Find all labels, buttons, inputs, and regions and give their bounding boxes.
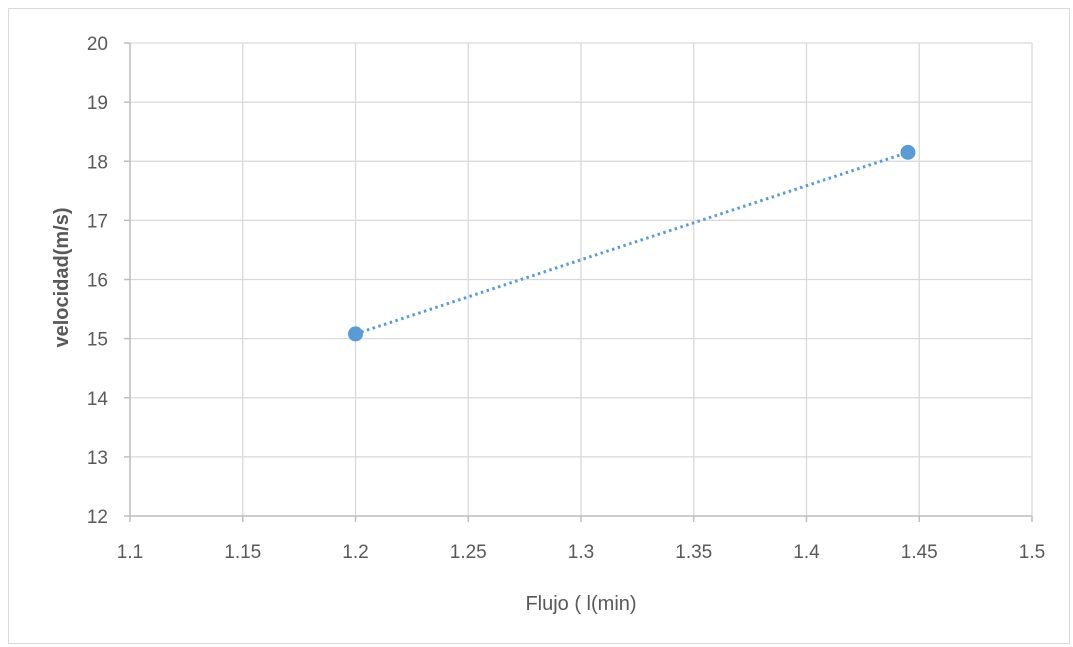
y-tick-label: 20 xyxy=(87,34,108,55)
y-tick-label: 17 xyxy=(87,211,108,232)
grid-layer xyxy=(129,42,1033,517)
data-point xyxy=(900,144,916,160)
x-axis-title: Flujo ( l(min) xyxy=(525,593,636,615)
series-layer xyxy=(348,144,916,342)
y-axis-title: velocidad(m/s) xyxy=(51,207,73,347)
x-tick-label: 1.25 xyxy=(450,542,487,563)
x-tick-label: 1.45 xyxy=(901,542,938,563)
y-tick-label: 16 xyxy=(87,271,108,292)
y-tick-label: 15 xyxy=(87,330,108,351)
y-tick-label: 19 xyxy=(87,93,108,114)
x-tick-label: 1.5 xyxy=(1019,542,1045,563)
x-tick-label: 1.2 xyxy=(342,542,368,563)
series-trend-line xyxy=(355,150,909,336)
y-tick-label: 12 xyxy=(87,507,108,528)
x-tick-label: 1.15 xyxy=(224,542,261,563)
y-tick-label: 18 xyxy=(87,152,108,173)
labels-layer: 1.1 1.15 1.2 1.25 1.3 1.35 1.4 1.45 1.5 12 13 14 15 1… xyxy=(87,34,1045,563)
x-tick-label: 1.3 xyxy=(568,542,594,563)
axes-layer xyxy=(124,42,1033,522)
x-tick-label: 1.1 xyxy=(117,542,143,563)
chart-frame xyxy=(8,8,1070,644)
x-tick-label: 1.4 xyxy=(793,542,820,563)
data-point xyxy=(348,326,363,342)
y-tick-label: 13 xyxy=(87,448,108,469)
x-tick-label: 1.35 xyxy=(675,542,712,563)
y-tick-label: 14 xyxy=(87,389,109,410)
